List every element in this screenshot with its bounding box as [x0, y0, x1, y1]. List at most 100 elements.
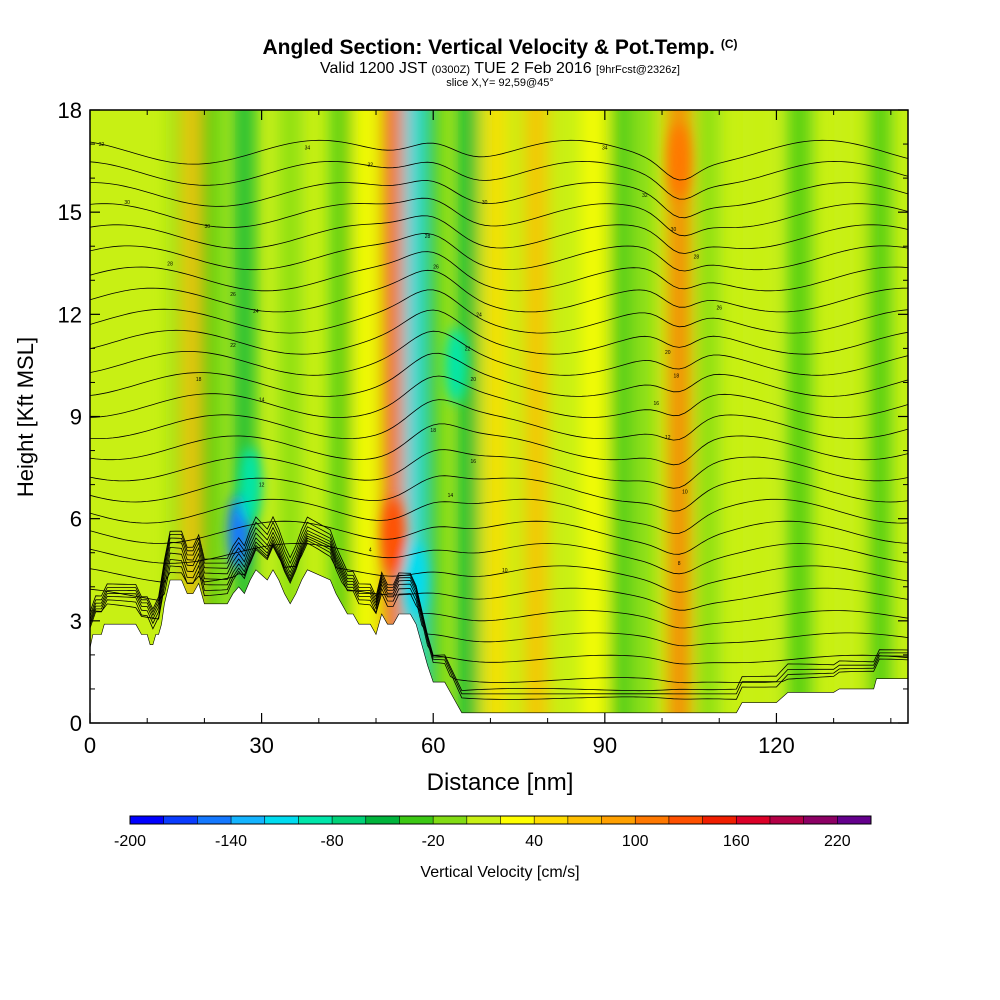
- colorbar-swatch: [130, 816, 165, 824]
- isentrope-line: [90, 180, 908, 219]
- colorbar-swatch: [736, 816, 771, 824]
- isentrope-line: [90, 160, 908, 200]
- contour-label: 18: [196, 377, 202, 383]
- colorbar-tick-label: 40: [525, 833, 543, 850]
- y-tick-label: 9: [70, 405, 82, 430]
- isentrope-line: [90, 399, 908, 441]
- contour-label: 12: [665, 435, 671, 441]
- isentrope-line: [90, 515, 908, 692]
- slice-info: slice X,Y= 92,59@45°: [446, 77, 554, 89]
- isentrope-line: [90, 309, 908, 355]
- isentrope-line: [90, 289, 908, 334]
- isentrope-line: [90, 423, 908, 466]
- isentrope-line: [90, 537, 908, 629]
- velocity-column: [789, 110, 810, 723]
- velocity-column: [457, 110, 478, 723]
- contour-labels: 32 30 28 30 26 24 22 18 14 12 34 32 30 28 26 24 22 20 18 16…: [99, 142, 723, 574]
- chart-subtitle: Valid 1200 JST (0300Z) TUE 2 Feb 2016 [9…: [0, 60, 1000, 78]
- isentrope-line: [90, 375, 908, 418]
- colorbar-tick-label: 100: [622, 833, 649, 850]
- velocity-column: [840, 110, 861, 723]
- colorbar-swatch: [197, 816, 232, 824]
- y-tick-label: 18: [58, 98, 82, 123]
- velocity-column: [200, 110, 221, 723]
- y-tick-label: 3: [70, 609, 82, 634]
- contour-label: 30: [482, 200, 488, 206]
- contour-label: 24: [253, 309, 259, 315]
- forecast-info: [9hrFcst@2326z]: [596, 64, 680, 76]
- contour-label: 32: [368, 162, 374, 168]
- colorbar-tick-label: -140: [215, 833, 247, 850]
- colorbar-swatch: [635, 816, 670, 824]
- velocity-core: [382, 497, 405, 574]
- colorbar-tick-label: -80: [321, 833, 344, 850]
- velocity-core: [668, 123, 691, 200]
- y-axis-label: Height [Kft MSL]: [13, 337, 38, 497]
- contour-label: 8: [678, 561, 681, 567]
- x-tick-label: 30: [249, 733, 273, 758]
- contour-label: 22: [465, 346, 471, 352]
- contour-label: 26: [230, 292, 236, 298]
- colorbar-swatch: [298, 816, 333, 824]
- contour-label: 30: [124, 200, 130, 206]
- velocity-column: [749, 110, 770, 723]
- x-axis: 0 30 60 90 120: [84, 110, 892, 758]
- contour-label: 32: [99, 142, 105, 148]
- isentrope-line: [90, 542, 908, 593]
- chart-title-text: Angled Section: Vertical Velocity & Pot.…: [262, 36, 715, 59]
- colorbar-title: Vertical Velocity [cm/s]: [420, 864, 580, 881]
- y-tick-label: 0: [70, 711, 82, 736]
- contour-label: 16: [470, 459, 476, 465]
- colorbar-swatch: [567, 816, 603, 824]
- velocity-core: [405, 541, 428, 618]
- contour-label: 20: [665, 350, 671, 356]
- valid-time-utc: (0300Z): [431, 64, 471, 76]
- colorbar: -200 -140 -80 -20 40 100 160 220: [114, 815, 872, 850]
- contour-label: 24: [476, 312, 482, 318]
- y-tick-label: 12: [58, 302, 82, 327]
- contour-label: 20: [470, 377, 476, 383]
- contour-label: 28: [167, 261, 173, 267]
- colorbar-swatch: [769, 816, 805, 824]
- isentrope-line: [90, 233, 908, 272]
- contour-label: 30: [204, 224, 210, 230]
- valid-date: TUE 2 Feb 2016: [474, 60, 592, 77]
- velocity-column: [634, 110, 655, 723]
- isentrope-line: [90, 139, 908, 181]
- isentrope-line: [90, 269, 908, 313]
- isentrope-line: [90, 475, 908, 512]
- contour-label: 34: [602, 145, 608, 151]
- y-tick-label: 6: [70, 507, 82, 532]
- colorbar-swatch: [264, 816, 299, 824]
- velocity-core: [239, 446, 262, 523]
- potential-temperature-contours: [90, 139, 908, 700]
- x-tick-label: 0: [84, 733, 96, 758]
- contour-label: 22: [230, 343, 236, 349]
- contour-label: 14: [259, 397, 265, 403]
- velocity-column: [354, 110, 375, 723]
- velocity-column: [423, 110, 444, 723]
- colorbar-swatch: [534, 816, 569, 824]
- contour-label: 32: [642, 193, 648, 199]
- contour-label: 14: [448, 493, 454, 499]
- copyright-mark: (C): [720, 37, 738, 51]
- colorbar-swatch: [365, 816, 400, 824]
- isentrope-line: [90, 543, 908, 575]
- colorbar-swatch: [231, 816, 266, 824]
- colorbar-swatch: [702, 816, 737, 824]
- colorbar-tick-label: -200: [114, 833, 146, 850]
- contour-label: 26: [716, 306, 722, 312]
- colorbar-swatch: [837, 816, 872, 824]
- colorbar-swatch: [399, 816, 434, 824]
- isentrope-line: [90, 529, 908, 684]
- isentrope-line: [90, 352, 908, 397]
- isentrope-line: [90, 533, 908, 665]
- isentrope-line: [90, 539, 908, 611]
- colorbar-tick-label: 160: [723, 833, 750, 850]
- velocity-column: [583, 110, 604, 723]
- contour-label: 10: [682, 489, 688, 495]
- contour-label: 28: [694, 254, 700, 260]
- velocity-column: [869, 110, 890, 723]
- contour-label: 16: [654, 401, 660, 407]
